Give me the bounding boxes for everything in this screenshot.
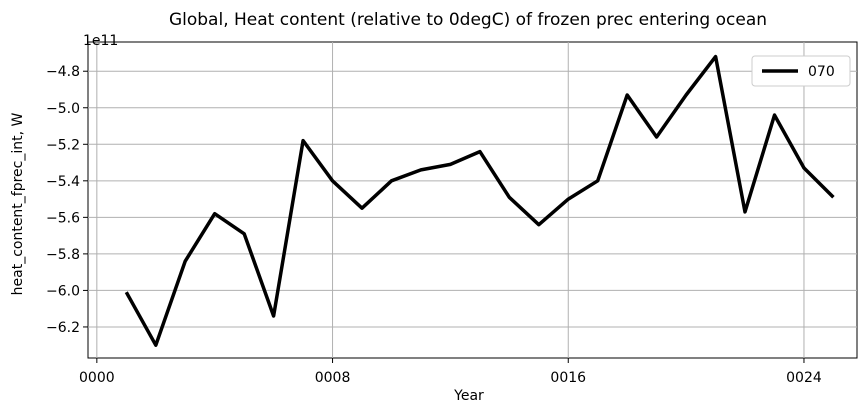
- y-tick-label: −5.0: [46, 101, 80, 117]
- y-tick-label: −5.6: [46, 210, 80, 226]
- y-tick-label: −6.2: [46, 320, 80, 336]
- x-tick-label: 0008: [315, 370, 351, 386]
- legend-box: [751, 55, 851, 87]
- x-axis-label: Year: [453, 388, 484, 404]
- x-tick-label: 0024: [786, 370, 822, 386]
- y-offset-label: 1e11: [83, 33, 118, 49]
- y-tick-label: −5.4: [46, 174, 80, 190]
- x-axis-ticks: 0000 0008 0016 0024: [79, 358, 822, 386]
- y-tick-label: −4.8: [46, 64, 80, 80]
- y-tick-label: −5.8: [46, 247, 80, 263]
- grid: [88, 42, 857, 358]
- series-line-070: [124, 54, 835, 347]
- legend: 070: [751, 55, 851, 87]
- x-tick-label: 0000: [79, 370, 115, 386]
- y-tick-label: −5.2: [46, 137, 80, 153]
- x-tick-label: 0016: [550, 370, 586, 386]
- series-layer: [124, 54, 835, 347]
- legend-label-070: 070: [808, 64, 835, 80]
- y-axis-label: heat_content_fprec_int, W: [10, 112, 26, 295]
- y-tick-label: −6.0: [46, 283, 80, 299]
- chart-title: Global, Heat content (relative to 0degC)…: [169, 10, 767, 30]
- y-axis-ticks: −6.2 −6.0 −5.8 −5.6 −5.4 −5.2 −5.0 −4.8: [46, 64, 88, 336]
- plot-area: [87, 41, 858, 359]
